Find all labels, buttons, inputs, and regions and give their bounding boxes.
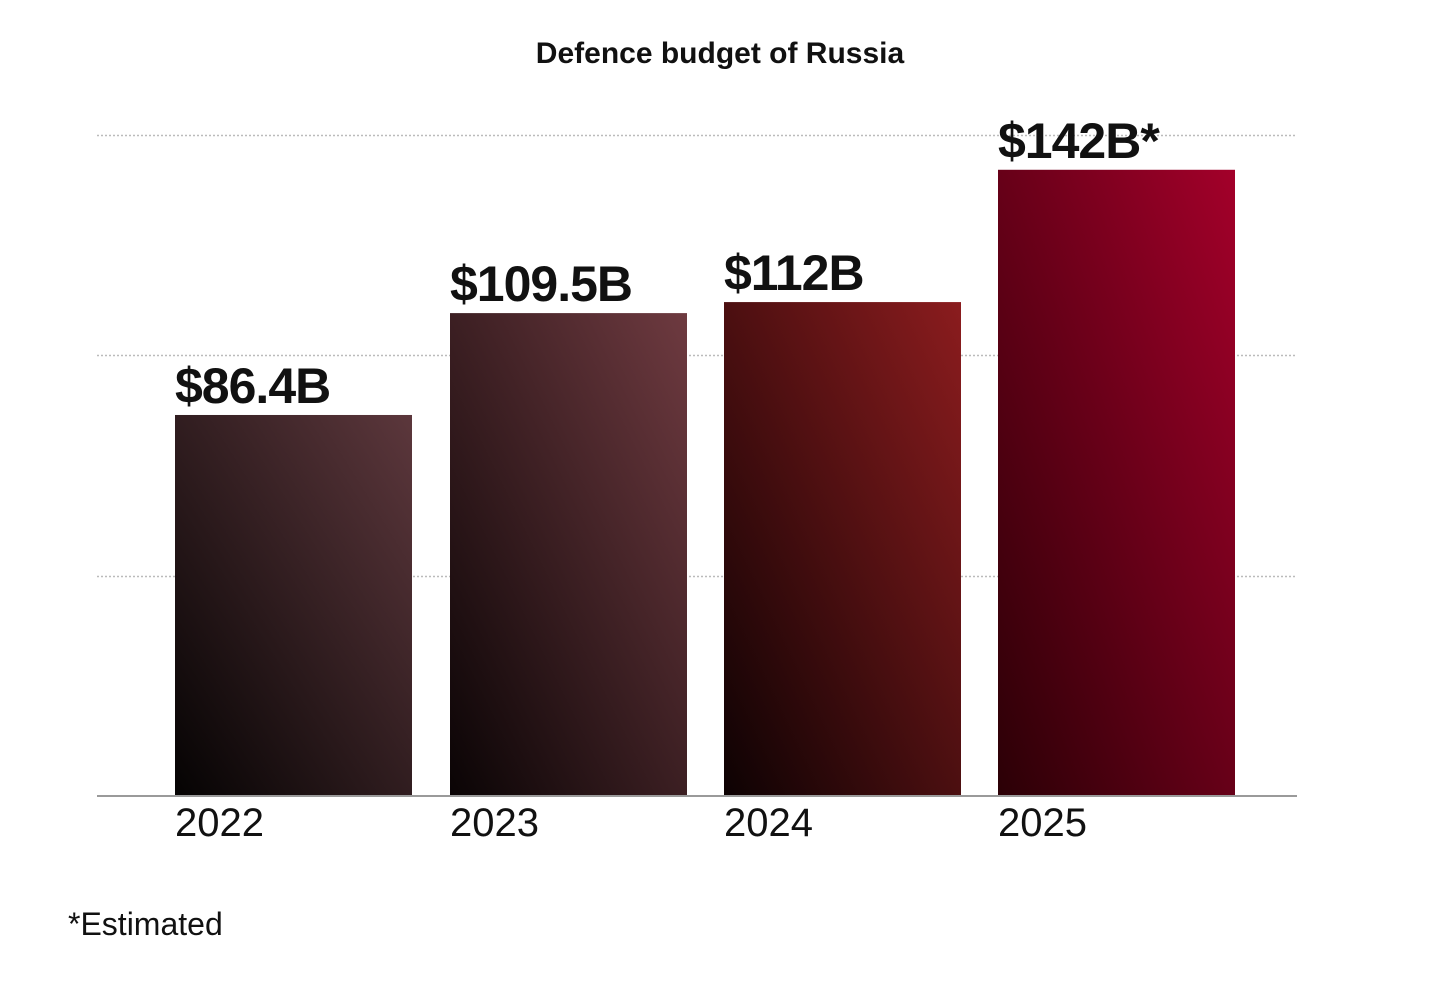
bar-2025	[998, 169, 1235, 796]
value-label-2022: $86.4B	[175, 358, 330, 414]
bar-2024	[724, 302, 961, 796]
bar-2023	[450, 313, 687, 796]
value-label-2024: $112B	[724, 245, 864, 301]
x-tick-label-2025: 2025	[998, 801, 1087, 845]
footnote: *Estimated	[68, 906, 223, 942]
x-tick-label-2022: 2022	[175, 801, 264, 845]
x-axis-tick-labels: 2022 2023 2024 2025	[175, 801, 1087, 845]
bars	[175, 169, 1235, 796]
value-labels: $86.4B $109.5B $112B $142B*	[175, 113, 1161, 414]
value-label-2025: $142B*	[998, 113, 1160, 169]
chart-title: Defence budget of Russia	[536, 37, 905, 70]
bar-2022	[175, 414, 412, 796]
x-tick-label-2023: 2023	[450, 801, 539, 845]
x-tick-label-2024: 2024	[724, 801, 813, 845]
value-label-2023: $109.5B	[450, 256, 632, 312]
